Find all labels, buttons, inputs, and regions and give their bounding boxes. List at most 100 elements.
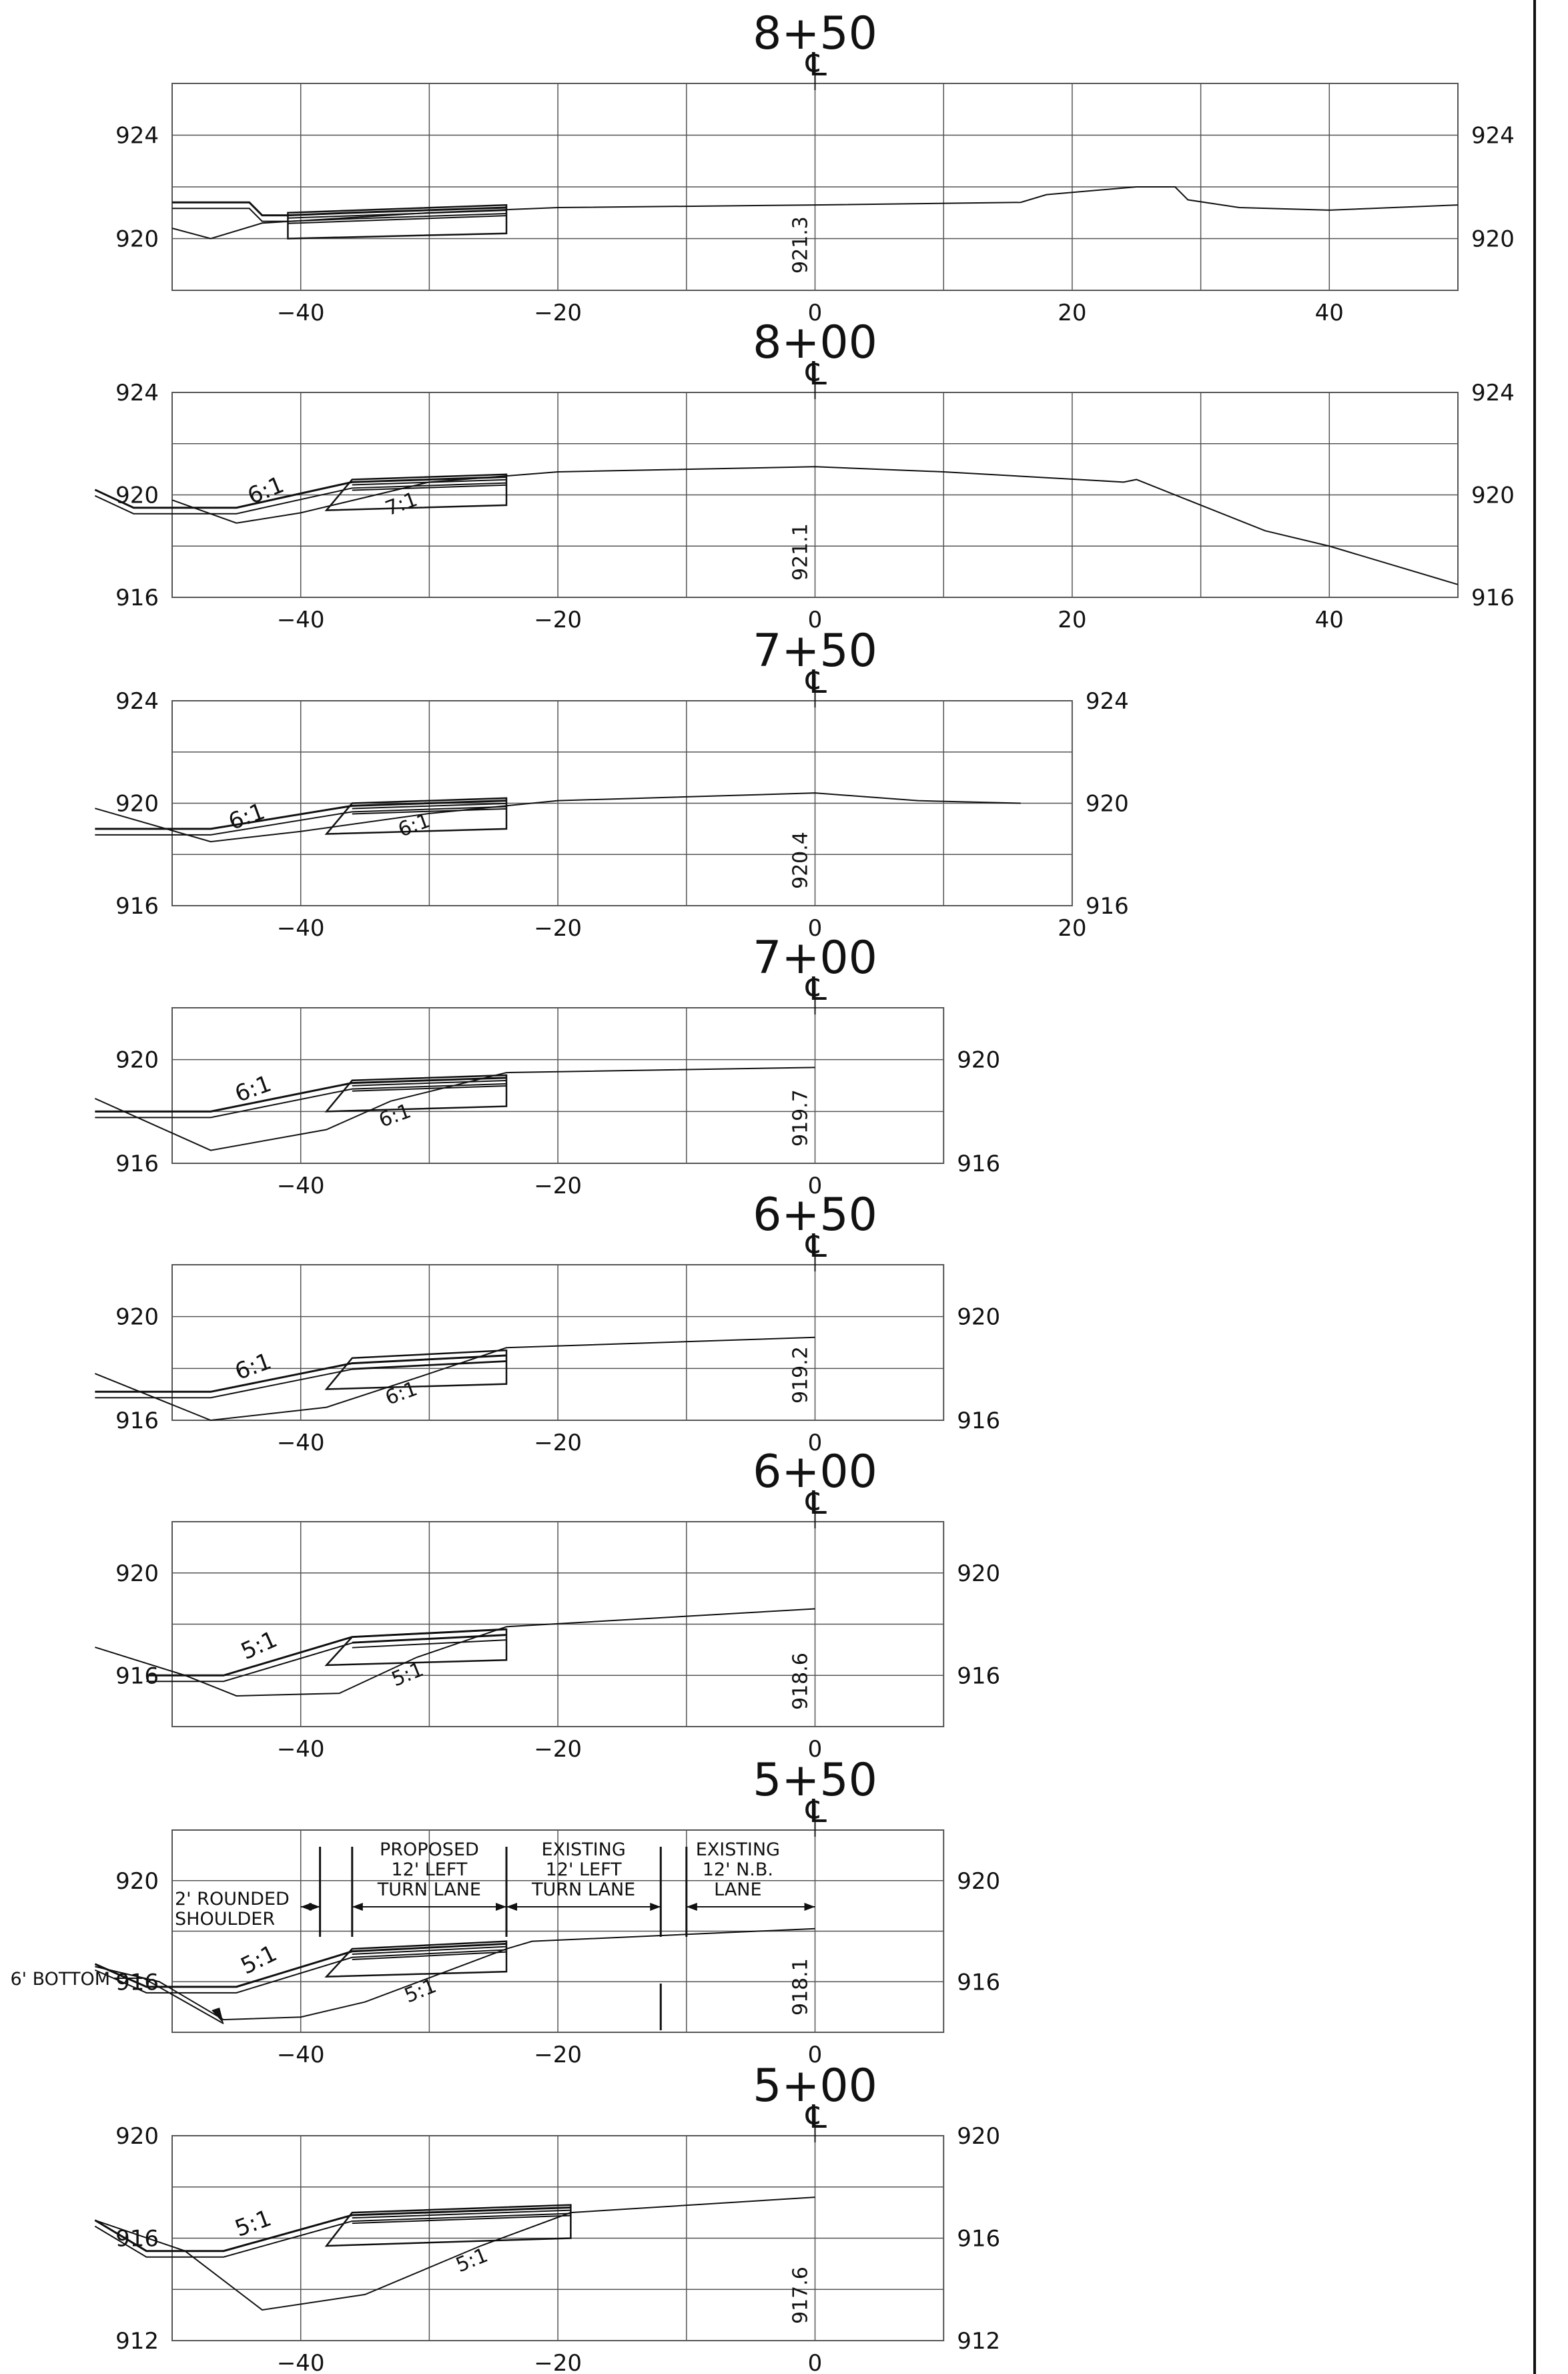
x-tick-label: −20: [534, 607, 582, 633]
existing-ground-line: [94, 1067, 815, 1151]
pavement-layer-line: [352, 1085, 507, 1092]
pavement-layer-line: [352, 1639, 507, 1649]
x-tick-label: 0: [808, 607, 823, 633]
bottom-width-leader: [113, 1978, 224, 2024]
y-tick-label-right: 916: [957, 2226, 1000, 2253]
y-tick-label-left: 916: [115, 1408, 159, 1434]
proposed-lane-note-line3: TURN LANE: [377, 1879, 481, 1900]
existing-nb-lane-note-line3: LANE: [714, 1879, 761, 1900]
centerline-symbol: ℄: [805, 1484, 827, 1522]
existing-nb-lane-note-line1: EXISTING: [696, 1839, 780, 1860]
x-tick-label: −40: [277, 1736, 325, 1763]
x-tick-label: 20: [1058, 915, 1086, 942]
y-tick-label-left: 916: [115, 893, 159, 920]
y-tick-label-left: 920: [115, 2123, 159, 2150]
shoulder-note-line2: SHOULDER: [175, 1909, 275, 1930]
arrowhead-left: [506, 1903, 518, 1911]
arrowhead-right: [496, 1903, 507, 1911]
y-tick-label-right: 920: [957, 1560, 1000, 1587]
pavement-section: [324, 473, 508, 511]
x-tick-label: 40: [1315, 607, 1344, 633]
x-tick-label: −40: [277, 1430, 325, 1456]
shoulder-note-line1: 2' ROUNDED: [175, 1889, 290, 1909]
proposed-lane-note-line2: 12' LEFT: [391, 1859, 468, 1880]
proposed-surface-line: [95, 800, 507, 830]
pavement-layer-line: [352, 1946, 507, 1956]
y-tick-label-left: 912: [115, 2328, 159, 2355]
x-tick-label: −20: [534, 2042, 582, 2068]
centerline-symbol: ℄: [805, 970, 827, 1008]
y-tick-label-right: 920: [1471, 226, 1515, 253]
x-tick-label: −40: [277, 300, 325, 326]
pavement-layer-line: [352, 1634, 507, 1643]
y-tick-label-left: 924: [115, 123, 159, 150]
y-tick-label-left: 920: [115, 791, 159, 818]
x-tick-label: 0: [808, 2350, 823, 2374]
station-label: 8+00: [753, 316, 877, 369]
y-tick-label-left: 920: [115, 226, 159, 253]
pavement-section: [287, 204, 508, 240]
x-tick-label: −40: [277, 2350, 325, 2374]
centerline-symbol: ℄: [805, 2098, 827, 2136]
x-tick-label: 20: [1058, 300, 1086, 326]
proposed-subgrade-line: [94, 482, 507, 515]
existing-slope-ratio-label: 5:1: [401, 1974, 440, 2008]
x-tick-label: −20: [534, 1173, 582, 1199]
proposed-surface-line: [146, 1628, 507, 1677]
pavement-section: [324, 797, 508, 835]
y-tick-label-right: 916: [957, 1969, 1000, 1996]
pavement-section: [324, 2204, 572, 2247]
centerline-elevation: 918.6: [789, 1653, 813, 1710]
pavement-layer-line: [352, 2209, 571, 2219]
pavement-section: [324, 1940, 508, 1978]
pavement-layer-line: [288, 215, 507, 224]
x-tick-label: −40: [277, 1173, 325, 1199]
existing-turn-lane-note-line1: EXISTING: [542, 1839, 626, 1860]
x-tick-label: −20: [534, 300, 582, 326]
centerline-symbol: ℄: [805, 1227, 827, 1265]
y-tick-label-right: 920: [957, 2123, 1000, 2150]
foreslope-ratio-label: 6:1: [232, 1071, 275, 1108]
pavement-layer-line: [288, 210, 507, 219]
existing-ground-line: [95, 1927, 815, 2021]
centerline-symbol: ℄: [805, 1793, 827, 1830]
proposed-surface-line: [94, 2206, 571, 2253]
x-tick-label: 0: [808, 2042, 823, 2068]
x-tick-label: 20: [1058, 607, 1086, 633]
y-tick-label-right: 920: [957, 1868, 1000, 1895]
centerline-elevation: 919.7: [789, 1089, 813, 1147]
y-tick-label-left: 916: [115, 1151, 159, 1177]
pavement-layer-line: [352, 1360, 507, 1370]
pavement-layer-line: [352, 1951, 507, 1961]
x-tick-label: −40: [277, 915, 325, 942]
proposed-surface-line: [94, 476, 507, 509]
proposed-subgrade-line: [94, 1949, 507, 1994]
x-tick-label: −20: [534, 915, 582, 942]
y-tick-label-left: 924: [115, 688, 159, 715]
pavement-layer-line: [352, 1079, 507, 1087]
x-tick-label: 0: [808, 915, 823, 942]
existing-ground-line: [95, 1608, 815, 1697]
y-tick-label-right: 920: [957, 1047, 1000, 1074]
existing-ground-line: [171, 466, 1459, 585]
station-label: 7+50: [753, 625, 877, 677]
y-tick-label-right: 924: [1086, 688, 1129, 715]
proposed-surface-line: [95, 1077, 507, 1113]
pavement-layer-line: [352, 479, 507, 486]
y-tick-label-right: 924: [1471, 123, 1515, 150]
station-label: 6+00: [753, 1446, 877, 1498]
station-label: 5+00: [753, 2060, 877, 2112]
y-tick-label-left: 920: [115, 1047, 159, 1074]
x-tick-label: −20: [534, 1430, 582, 1456]
y-tick-label-right: 916: [957, 1408, 1000, 1434]
x-tick-label: −20: [534, 1736, 582, 1763]
cross-section-8+50: ℄8+50 −40 −20 0 20 40 920 920 924 924 921.3: [115, 7, 1515, 326]
y-tick-label-right: 916: [957, 1663, 1000, 1689]
x-tick-label: 0: [808, 300, 823, 326]
arrowhead-right: [309, 1903, 320, 1911]
cross-section-7+00: ℄7+00 −40 −20 0 916 916 920 920 919.7 6:1 6:1: [94, 932, 1000, 1199]
y-tick-label-left: 920: [115, 1304, 159, 1331]
